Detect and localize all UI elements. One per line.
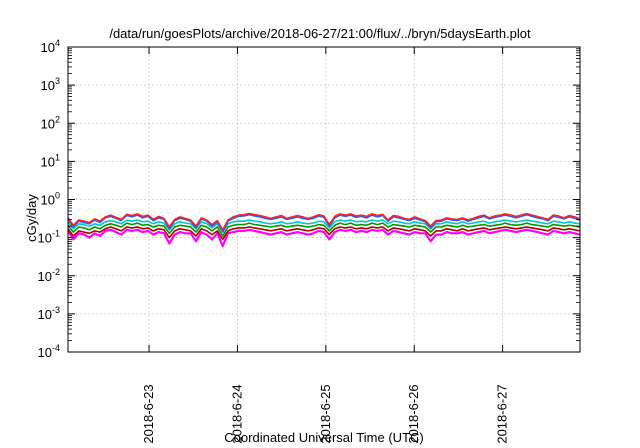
series-line <box>67 222 581 237</box>
y-tick-label: 10-1 <box>38 229 60 246</box>
y-tick-label: 102 <box>41 114 60 131</box>
grid-lines <box>68 46 580 353</box>
x-tick-labels: 2018-6-23 2018-6-24 2018-6-25 2018-6-26 2018… <box>141 384 510 443</box>
x-tick-label: 2018-6-24 <box>229 384 244 443</box>
axes <box>67 46 581 353</box>
series-line <box>67 226 581 241</box>
y-tick-label: 100 <box>41 191 60 208</box>
x-axis-label: Coordinated Universal Time (UTC) <box>224 430 424 445</box>
series-line <box>67 228 581 248</box>
y-tick-label: 10-2 <box>38 267 60 284</box>
series-line <box>67 219 581 233</box>
y-axis-label: cGy/day <box>24 194 39 242</box>
x-tick-label: 2018-6-27 <box>495 384 510 443</box>
y-tick-label: 103 <box>41 76 60 93</box>
y-tick-label: 10-3 <box>38 305 60 322</box>
series-group <box>67 212 581 248</box>
x-tick-label: 2018-6-26 <box>406 384 421 443</box>
plot-frame <box>67 46 581 353</box>
x-tick-label: 2018-6-25 <box>318 384 333 443</box>
y-tick-label: 104 <box>41 38 60 55</box>
chart-title: /data/run/goesPlots/archive/2018-06-27/2… <box>109 26 531 41</box>
x-tick-label: 2018-6-23 <box>141 384 156 443</box>
y-tick-labels: 10-4 10-3 10-2 10-1 100 101 102 103 104 <box>38 38 60 360</box>
y-tick-label: 10-4 <box>38 343 60 360</box>
series-line <box>67 212 581 231</box>
y-tick-label: 101 <box>41 152 60 169</box>
